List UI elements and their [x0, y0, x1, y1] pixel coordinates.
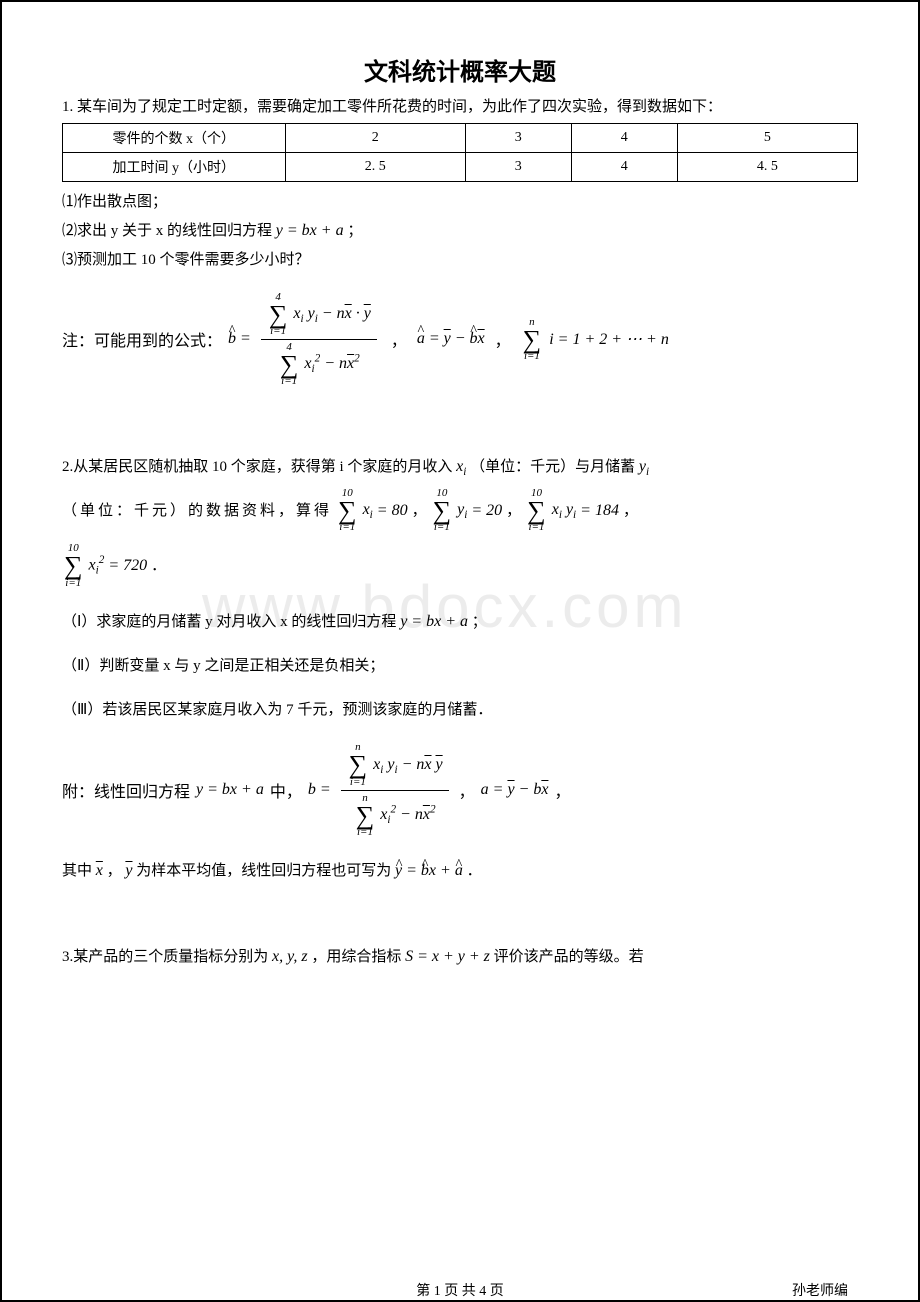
q2-line3: 10∑i=1 xi2 = 720 ．: [62, 543, 858, 588]
text: 评价该产品的等级。若: [494, 949, 644, 965]
cell: 5: [677, 124, 857, 153]
text: ⑵求出 y 关于 x 的线性回归方程: [62, 223, 276, 239]
cell: 2: [285, 124, 465, 153]
cell: 4: [571, 153, 677, 182]
text: ．: [467, 863, 482, 879]
equation: y = bx + a: [400, 613, 468, 630]
table-row: 零件的个数 x（个） 2 3 4 5: [63, 124, 858, 153]
cell: 4. 5: [677, 153, 857, 182]
page-title: 文科统计概率大题: [62, 52, 858, 87]
text: 3.某产品的三个质量指标分别为: [62, 949, 272, 965]
equation: S = x + y + z: [405, 948, 490, 965]
page-number: 第 1 页 共 4 页: [416, 1280, 504, 1300]
text: 2.从某居民区随机抽取 10 个家庭，获得第 i 个家庭的月收入: [62, 459, 456, 475]
q2-p3: （Ⅲ）若该居民区某家庭月收入为 7 千元，预测该家庭的月储蓄．: [62, 698, 858, 722]
q2-p2: （Ⅱ）判断变量 x 与 y 之间是正相关还是负相关；: [62, 654, 858, 678]
row-label: 零件的个数 x（个）: [63, 124, 286, 153]
q1-table: 零件的个数 x（个） 2 3 4 5 加工时间 y（小时） 2. 5 3 4 4…: [62, 123, 858, 182]
q1-intro: 1. 某车间为了规定工时定额，需要确定加工零件所花费的时间，为此作了四次实验，得…: [62, 95, 858, 119]
text: ，用综合指标: [311, 949, 405, 965]
equation: y = bx + a: [276, 222, 344, 239]
text: （Ⅰ）求家庭的月储蓄 y 对月收入 x 的线性回归方程: [62, 614, 400, 630]
q1-p1: ⑴作出散点图；: [62, 190, 858, 214]
cell: 2. 5: [285, 153, 465, 182]
text: （单位：千元）与月储蓄: [470, 459, 639, 475]
equation: x, y, z: [272, 948, 308, 965]
text: ；: [347, 223, 362, 239]
text: ；: [472, 614, 487, 630]
q2-formula: 附：线性回归方程 y = bx + a 中， b = n∑i=1 xi yi −…: [62, 740, 858, 840]
q3-intro: 3.某产品的三个质量指标分别为 x, y, z ，用综合指标 S = x + y…: [62, 944, 858, 970]
text: 注：可能用到的公式：: [62, 327, 222, 351]
q1-p2: ⑵求出 y 关于 x 的线性回归方程 y = bx + a ；: [62, 218, 858, 244]
table-row: 加工时间 y（小时） 2. 5 3 4 4. 5: [63, 153, 858, 182]
text: 中，: [270, 778, 302, 802]
text: 附：线性回归方程: [62, 778, 190, 802]
author-credit: 孙老师编: [792, 1280, 848, 1300]
row-label: 加工时间 y（小时）: [63, 153, 286, 182]
q2-line2: （单位：千元）的数据资料，算得 10∑i=1 xi = 80 ， 10∑i=1 …: [62, 488, 858, 533]
cell: 3: [465, 124, 571, 153]
q1-formula: 注：可能用到的公式： b = 4∑i=1 xi yi − nx · y 4∑i=…: [62, 290, 858, 390]
cell: 3: [465, 153, 571, 182]
q2-tail: 其中 x ， y 为样本平均值，线性回归方程也可写为 y = bx + a ．: [62, 858, 858, 884]
cell: 4: [571, 124, 677, 153]
text: （单位：千元）的数据资料，算得: [62, 496, 332, 526]
text: 其中: [62, 863, 96, 879]
q2-intro: 2.从某居民区随机抽取 10 个家庭，获得第 i 个家庭的月收入 xi （单位：…: [62, 451, 858, 484]
q1-p3: ⑶预测加工 10 个零件需要多少小时？: [62, 248, 858, 272]
q2-p1: （Ⅰ）求家庭的月储蓄 y 对月收入 x 的线性回归方程 y = bx + a ；: [62, 609, 858, 635]
text: 为样本平均值，线性回归方程也可写为: [136, 863, 395, 879]
